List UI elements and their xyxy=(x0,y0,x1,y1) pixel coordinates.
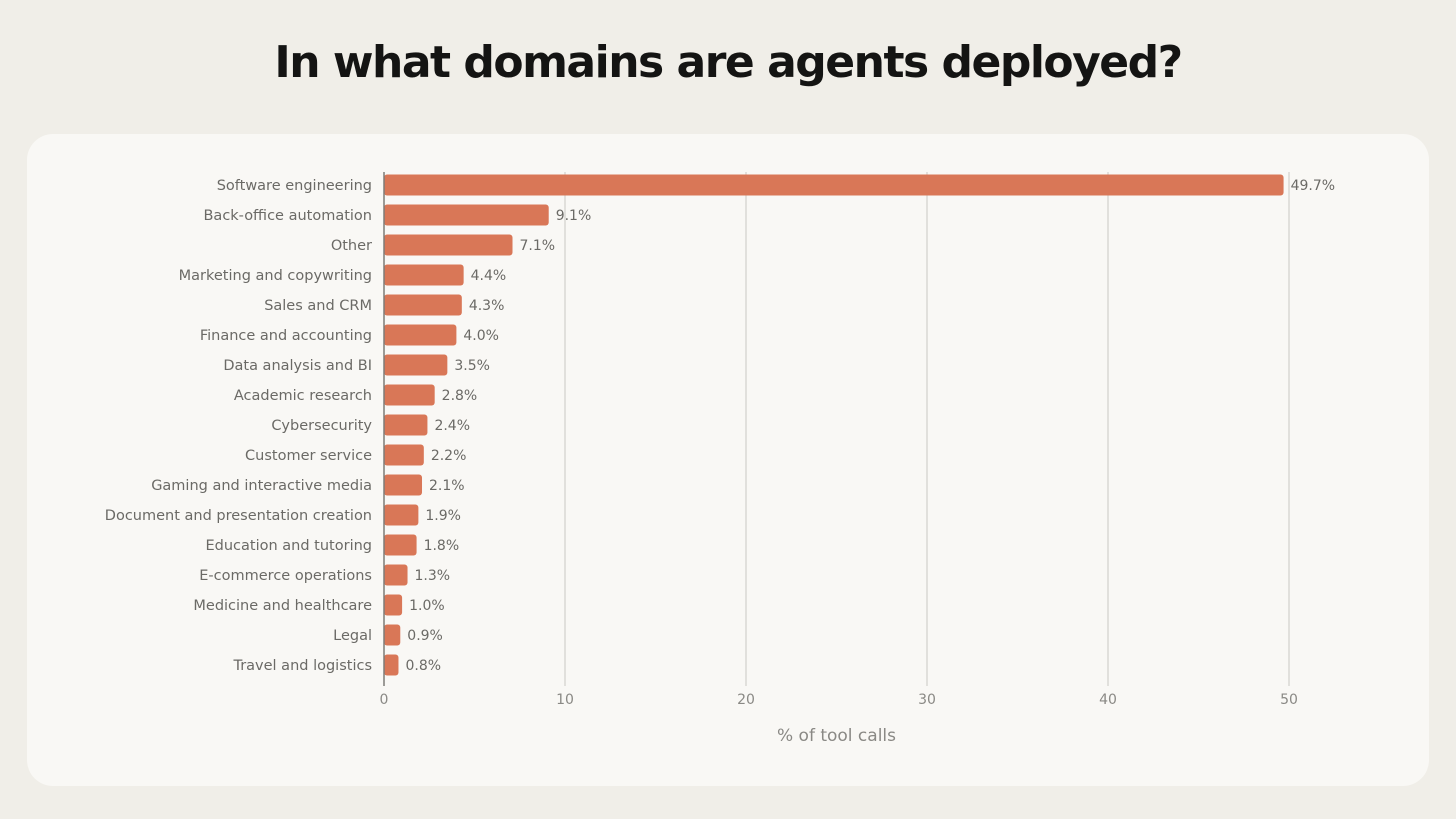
category-label: Other xyxy=(331,238,372,254)
category-label: Legal xyxy=(333,628,372,644)
value-label: 0.8% xyxy=(405,658,441,674)
chart-card: Software engineering Back-office automati… xyxy=(27,134,1429,786)
value-label: 2.8% xyxy=(442,388,478,404)
category-label: Academic research xyxy=(234,388,372,404)
bar xyxy=(384,564,408,586)
value-label: 2.4% xyxy=(434,418,470,434)
bar xyxy=(384,354,448,376)
category-label: Cybersecurity xyxy=(271,418,372,434)
value-label: 1.0% xyxy=(409,598,445,614)
value-label: 7.1% xyxy=(520,238,556,254)
bar xyxy=(384,384,435,406)
x-tick-label: 0 xyxy=(380,692,389,708)
x-tick-label: 50 xyxy=(1280,692,1298,708)
bar xyxy=(384,534,417,556)
category-labels: Software engineering Back-office automati… xyxy=(105,178,373,674)
value-label: 1.9% xyxy=(425,508,461,524)
category-label: Finance and accounting xyxy=(200,328,372,344)
category-label: Sales and CRM xyxy=(264,298,372,314)
category-label: Document and presentation creation xyxy=(105,508,372,524)
category-label: E-commerce operations xyxy=(199,568,372,584)
bar xyxy=(384,264,464,286)
bar xyxy=(384,414,428,436)
value-label: 9.1% xyxy=(556,208,592,224)
value-labels: 49.7% 9.1%7.1% 4.4% 4.3% 4.0% 3.5% 2.8% 2.4% 2.2… xyxy=(405,178,1335,674)
category-label: Travel and logistics xyxy=(232,658,372,674)
category-label: Customer service xyxy=(245,448,372,464)
bar xyxy=(384,174,1284,196)
x-tick-label: 30 xyxy=(918,692,936,708)
category-label: Marketing and copywriting xyxy=(179,268,372,284)
x-axis-title: % of tool calls xyxy=(777,726,896,746)
value-label: 1.3% xyxy=(415,568,451,584)
x-axis-ticks: 0 10 20 30 40 50 xyxy=(380,692,1298,708)
value-label: 49.7% xyxy=(1291,178,1335,194)
bar xyxy=(384,204,549,226)
value-label: 1.8% xyxy=(424,538,460,554)
x-tick-label: 10 xyxy=(556,692,574,708)
gridlines xyxy=(564,172,1290,686)
value-label: 3.5% xyxy=(454,358,490,374)
bars xyxy=(384,174,1284,676)
x-tick-label: 40 xyxy=(1099,692,1117,708)
x-tick-label: 20 xyxy=(737,692,755,708)
category-label: Medicine and healthcare xyxy=(193,598,372,614)
bar xyxy=(384,324,457,346)
bar xyxy=(384,474,423,496)
page-title: In what domains are agents deployed? xyxy=(274,37,1183,88)
category-label: Back-office automation xyxy=(203,208,372,224)
bar xyxy=(384,594,403,616)
category-label: Education and tutoring xyxy=(205,538,372,554)
value-label: 2.2% xyxy=(431,448,467,464)
category-label: Data analysis and BI xyxy=(223,358,372,374)
category-label: Gaming and interactive media xyxy=(151,478,372,494)
value-label: 4.0% xyxy=(463,328,499,344)
value-label: 0.9% xyxy=(407,628,443,644)
bar xyxy=(384,624,401,646)
value-label: 4.4% xyxy=(471,268,507,284)
value-label: 2.1% xyxy=(429,478,465,494)
bar-chart: Software engineering Back-office automati… xyxy=(105,172,1335,746)
value-label: 4.3% xyxy=(469,298,505,314)
bar xyxy=(384,654,399,676)
bar xyxy=(384,294,462,316)
bar xyxy=(384,234,513,256)
bar xyxy=(384,444,424,466)
bar xyxy=(384,504,419,526)
category-label: Software engineering xyxy=(217,178,372,194)
